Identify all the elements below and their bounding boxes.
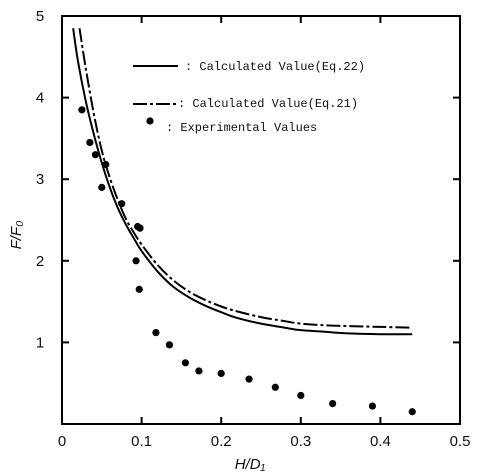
- y-tick-label: 2: [36, 253, 44, 270]
- x-tick-label: 0.5: [450, 433, 471, 450]
- experimental-point: [102, 160, 110, 169]
- experimental-point: [136, 224, 144, 232]
- x-tick-label: 0.2: [211, 433, 232, 450]
- y-axis-title: F/F₀: [8, 221, 25, 250]
- y-tick-label: 1: [36, 334, 44, 351]
- series-line-eq22: [72, 28, 413, 336]
- y-tick-label: 4: [36, 90, 44, 107]
- experimental-point: [181, 359, 189, 367]
- x-tick-label: 0: [58, 433, 66, 450]
- x-tick-label: 0.3: [290, 433, 311, 450]
- experimental-point: [245, 375, 253, 383]
- legend-marker-experimental: [146, 117, 154, 125]
- experimental-point: [408, 408, 416, 416]
- experimental-point: [118, 200, 126, 208]
- experimental-point: [132, 257, 140, 265]
- y-tick-label: 5: [36, 8, 44, 25]
- experimental-point: [271, 383, 279, 391]
- axis-ticks: [62, 16, 460, 424]
- experimental-point: [152, 329, 160, 337]
- y-tick-label: 3: [36, 171, 44, 188]
- experimental-point: [217, 369, 225, 378]
- experimental-point: [297, 391, 305, 400]
- legend-label-eq22: : Calculated Value(Eq.22): [185, 60, 365, 74]
- y-tick-labels: 1 2 3 4 5: [36, 8, 44, 351]
- experimental-point: [195, 367, 203, 375]
- legend-label-eq21: : Calculated Value(Eq.21): [178, 97, 358, 111]
- series-layer: [72, 28, 416, 416]
- x-tick-labels: 0 0.1 0.2 0.3 0.4 0.5: [58, 433, 471, 450]
- experimental-point: [329, 400, 337, 408]
- legend: : Calculated Value(Eq.22) : Calculated V…: [133, 60, 365, 135]
- x-tick-label: 0.4: [370, 433, 391, 450]
- experimental-point: [368, 402, 377, 410]
- x-tick-label: 0.1: [131, 433, 152, 450]
- experimental-point: [86, 138, 94, 147]
- x-axis-title: H/D₁: [235, 456, 266, 473]
- experimental-point: [98, 183, 106, 191]
- experimental-point: [165, 341, 174, 349]
- legend-label-experimental: : Experimental Values: [166, 121, 317, 135]
- plot-frame: [61, 15, 461, 425]
- experimental-point: [78, 106, 86, 114]
- experimental-point: [135, 285, 143, 293]
- experimental-point: [91, 151, 100, 159]
